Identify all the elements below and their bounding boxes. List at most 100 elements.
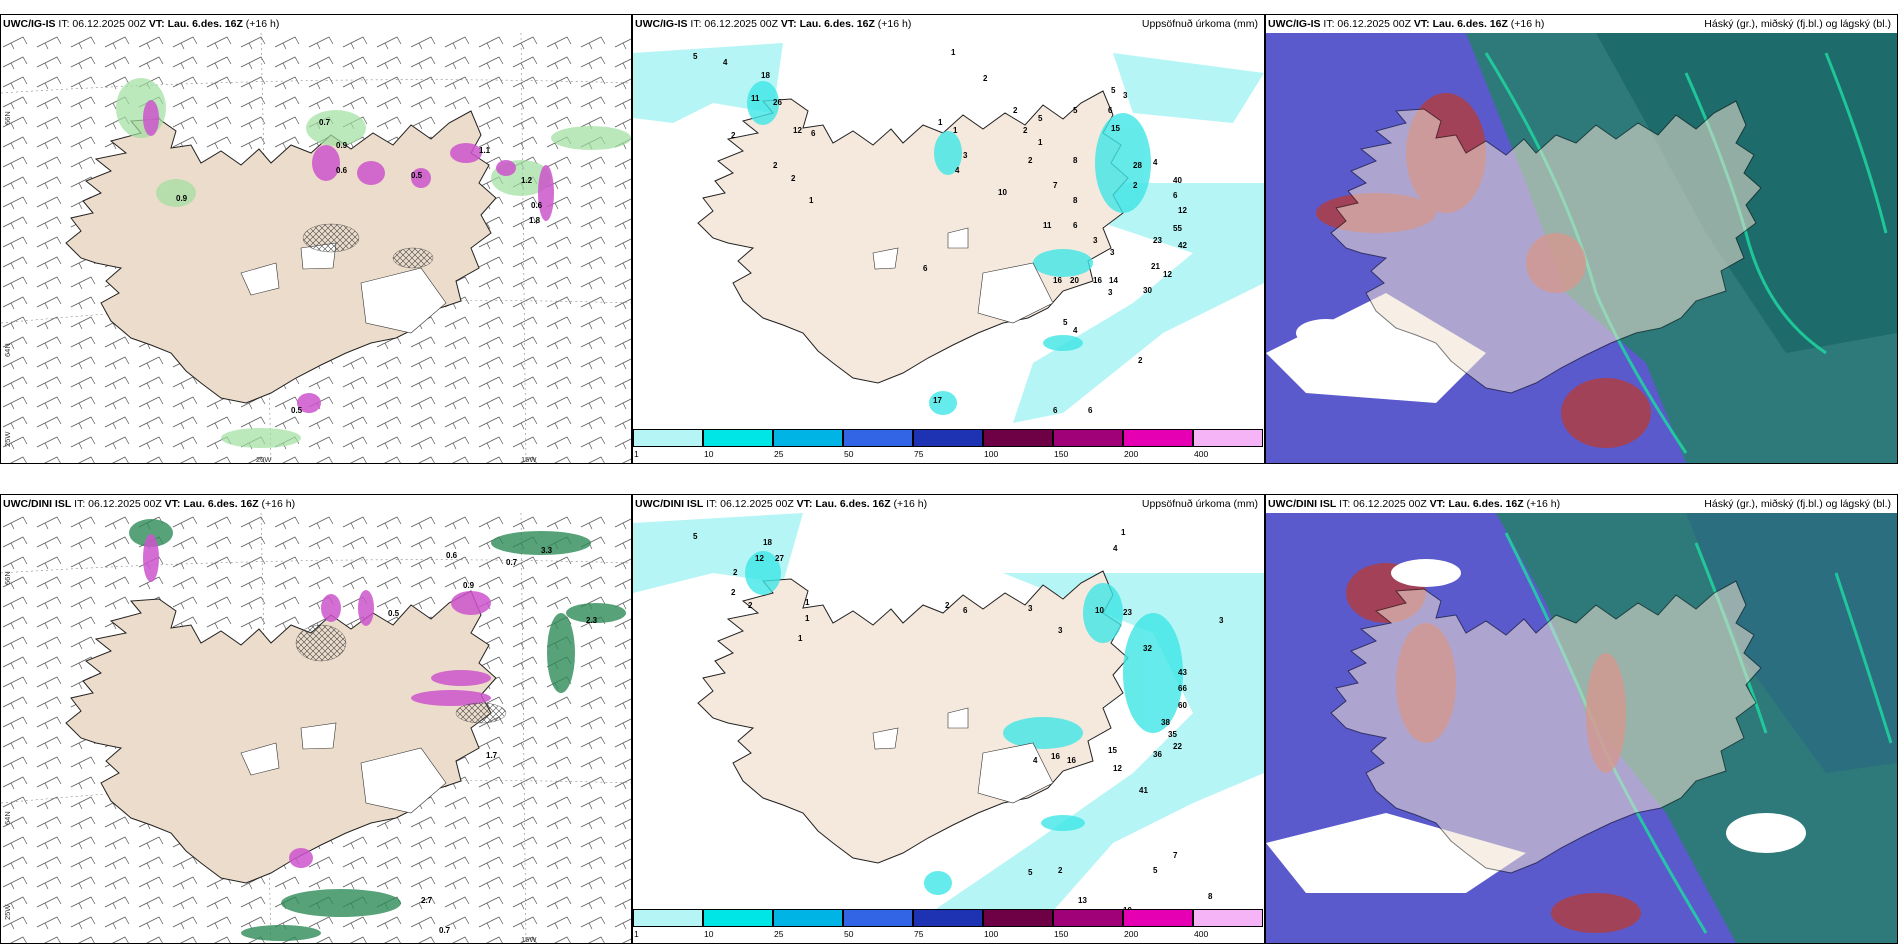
contour-label: 0.9 bbox=[463, 581, 475, 590]
panel-subtitle: Háský (gr.), miðský (fj.bl.) og lágský (… bbox=[1704, 18, 1891, 30]
precip-value: 3 bbox=[1123, 91, 1128, 100]
precip-value: 5 bbox=[693, 532, 698, 541]
precip-value: 10 bbox=[1095, 606, 1104, 615]
precip-value: 1 bbox=[798, 634, 803, 643]
panel-subtitle: Uppsöfnuð úrkoma (mm) bbox=[1141, 498, 1258, 510]
contour-label: 2.7 bbox=[421, 896, 433, 905]
precip-value: 16 bbox=[1053, 276, 1062, 285]
model-name: UWC/IG-IS bbox=[1268, 18, 1321, 30]
colorbar-tick-label: 100 bbox=[984, 929, 999, 939]
colorbar-tick-label: 75 bbox=[914, 449, 924, 459]
precip-value: 12 bbox=[1163, 270, 1172, 279]
panel-subtitle: Háský (gr.), miðský (fj.bl.) og lágský (… bbox=[1704, 498, 1891, 510]
precip-value: 16 bbox=[1067, 756, 1076, 765]
precip-light bbox=[633, 43, 1264, 423]
glaciers bbox=[872, 707, 1054, 804]
precip-value: 12 bbox=[755, 554, 764, 563]
clear-white-areas bbox=[1266, 559, 1806, 893]
precip-magenta bbox=[143, 534, 491, 868]
contour-label: 0.5 bbox=[291, 406, 303, 415]
precip-value: 1 bbox=[1121, 528, 1126, 537]
model-name: UWC/DINI ISL bbox=[635, 498, 704, 510]
precip-value: 4 bbox=[1113, 544, 1118, 553]
hatched-areas bbox=[302, 223, 434, 269]
precip-value: 18 bbox=[763, 538, 772, 547]
colorbar-swatch bbox=[983, 909, 1053, 927]
precip-value: 13 bbox=[1078, 896, 1087, 905]
precip-value: 1 bbox=[951, 48, 956, 57]
panel-header: UWC/IG-IS IT: 06.12.2025 00Z VT: Lau. 6.… bbox=[633, 15, 1264, 33]
precip-value: 16 bbox=[1051, 752, 1060, 761]
colorbar-swatch bbox=[633, 909, 703, 927]
colorbar-swatch bbox=[1193, 909, 1263, 927]
colorbar-tick-label: 75 bbox=[914, 929, 924, 939]
precip-value: 4 bbox=[1033, 756, 1038, 765]
colorbar-tick-label: 1 bbox=[634, 449, 639, 459]
precip-value: 16 bbox=[1093, 276, 1102, 285]
mid-cloud-teal-2 bbox=[1686, 513, 1897, 773]
precip-value: 2 bbox=[1028, 156, 1033, 165]
colorbar-tick-label: 200 bbox=[1124, 929, 1139, 939]
lat-label-66n: 66N bbox=[3, 571, 12, 585]
precip-value: 27 bbox=[775, 554, 784, 563]
precip-value: 4 bbox=[1073, 326, 1078, 335]
precip-magenta bbox=[143, 100, 554, 413]
precip-value: 21 bbox=[1151, 262, 1160, 271]
contour-label: 0.5 bbox=[388, 609, 400, 618]
model-name: UWC/DINI ISL bbox=[3, 498, 72, 510]
glaciers bbox=[872, 227, 1054, 324]
panel-header: UWC/DINI ISL IT: 06.12.2025 00Z VT: Lau.… bbox=[633, 495, 1264, 513]
panel-dini-precipitation: UWC/DINI ISL IT: 06.12.2025 00Z VT: Lau.… bbox=[632, 494, 1265, 944]
precip-value: 11 bbox=[1043, 221, 1052, 230]
colorbar-swatch bbox=[1053, 909, 1123, 927]
colorbar-swatch bbox=[703, 909, 773, 927]
contour-values: 0.7 0.9 0.6 0.5 1.1 1.2 0.6 1.8 0.9 0.5 bbox=[176, 118, 543, 415]
precip-value: 2 bbox=[983, 74, 988, 83]
precip-value: 41 bbox=[1139, 786, 1148, 795]
precip-value: 7 bbox=[1053, 181, 1058, 190]
precip-value: 1 bbox=[938, 118, 943, 127]
colorbar-tick-label: 50 bbox=[844, 449, 854, 459]
colorbar-swatch bbox=[703, 429, 773, 447]
precip-value: 3 bbox=[1093, 236, 1098, 245]
init-time: IT: 06.12.2025 00Z bbox=[74, 498, 162, 510]
precip-value: 6 bbox=[1073, 221, 1078, 230]
contour-label: 0.6 bbox=[336, 166, 348, 175]
lead-time: (+16 h) bbox=[1526, 498, 1561, 510]
precip-value: 1 bbox=[809, 196, 814, 205]
colorbar-swatch bbox=[843, 429, 913, 447]
precip-value: 55 bbox=[1173, 224, 1182, 233]
precip-value: 10 bbox=[1123, 906, 1132, 911]
precip-value: 38 bbox=[1161, 718, 1170, 727]
vt-label: VT: bbox=[164, 498, 181, 510]
colorbar-tick-label: 200 bbox=[1124, 449, 1139, 459]
precip-value: 2 bbox=[748, 601, 753, 610]
colorbar-tick-label: 150 bbox=[1054, 449, 1069, 459]
colorbar-tick-label: 1 bbox=[634, 929, 639, 939]
contour-label: 0.6 bbox=[446, 551, 458, 560]
panel-ig-is-clouds-wind: UWC/IG-IS IT: 06.12.2025 00Z VT: Lau. 6.… bbox=[0, 14, 632, 464]
panel-header: UWC/IG-IS IT: 06.12.2025 00Z VT: Lau. 6.… bbox=[1266, 15, 1897, 33]
precip-value: 5 bbox=[1153, 866, 1158, 875]
panel-header: UWC/DINI ISL IT: 06.12.2025 00Z VT: Lau.… bbox=[1, 495, 631, 513]
precip-value: 2 bbox=[731, 588, 736, 597]
colorbar-tick-label: 50 bbox=[844, 929, 854, 939]
precip-value: 2 bbox=[731, 131, 736, 140]
lon-label-15w: 15W bbox=[521, 455, 537, 464]
precip-value: 5 bbox=[1111, 86, 1116, 95]
precip-value: 4 bbox=[955, 166, 960, 175]
lead-time: (+16 h) bbox=[245, 18, 280, 30]
lon-label-15w: 15W bbox=[521, 935, 537, 944]
precip-value: 4 bbox=[723, 58, 728, 67]
precip-value: 4 bbox=[1153, 158, 1158, 167]
lead-time: (+16 h) bbox=[877, 18, 912, 30]
precip-value: 2 bbox=[773, 161, 778, 170]
glaciers bbox=[240, 722, 447, 814]
precip-value: 2 bbox=[1138, 356, 1143, 365]
contour-label: 1.8 bbox=[529, 216, 541, 225]
contour-label: 3.3 bbox=[541, 546, 553, 555]
panel-ig-is-cloud-cover: UWC/IG-IS IT: 06.12.2025 00Z VT: Lau. 6.… bbox=[1265, 14, 1898, 464]
colorbar-swatch bbox=[1123, 909, 1193, 927]
precip-value: 20 bbox=[1070, 276, 1079, 285]
contour-label: 2.3 bbox=[586, 616, 598, 625]
